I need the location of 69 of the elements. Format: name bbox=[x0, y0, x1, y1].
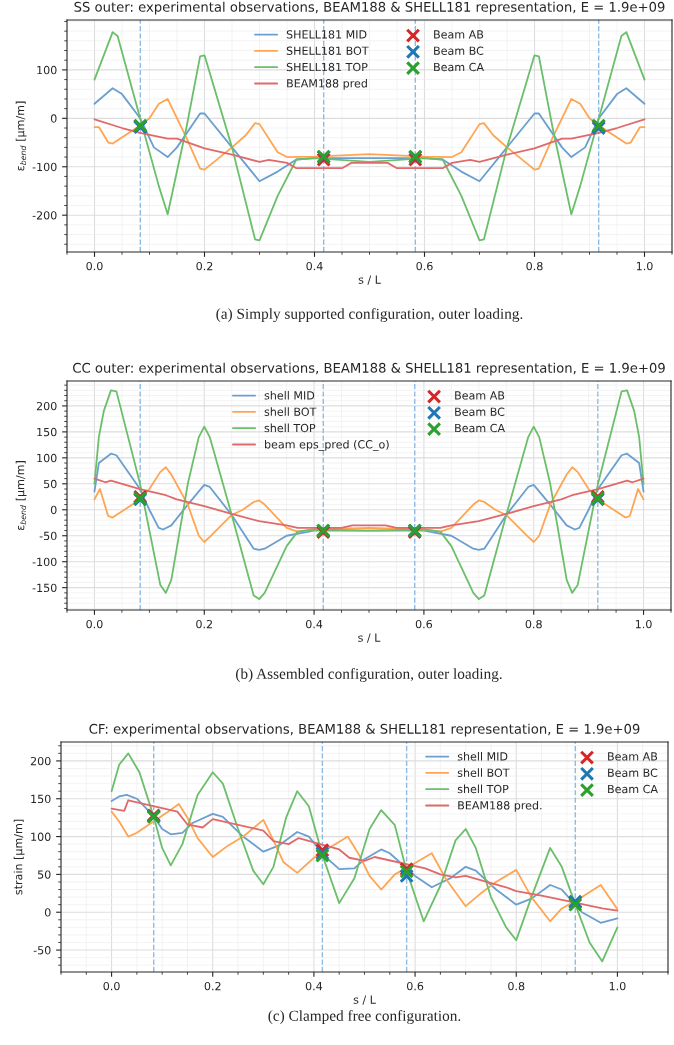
y-tick-label: 50 bbox=[44, 479, 57, 489]
legend-label: Beam AB bbox=[608, 752, 658, 761]
y-tick-label: 100 bbox=[31, 832, 51, 841]
x-tick-label: 0.0 bbox=[86, 261, 103, 271]
x-tick-label: 1.0 bbox=[636, 261, 653, 271]
legend-label: shell BOT bbox=[457, 768, 510, 777]
x-tick-label: 0.8 bbox=[526, 261, 543, 271]
x-axis-title: s / L bbox=[358, 633, 381, 643]
y-tick-label: 0 bbox=[44, 908, 51, 917]
x-tick-label: 1.0 bbox=[635, 619, 652, 629]
x-tick-label: 0.0 bbox=[103, 981, 120, 991]
x-tick-label: 0.4 bbox=[306, 261, 323, 271]
y-tick-label: 0 bbox=[50, 505, 57, 515]
legend-label: BEAM188 pred. bbox=[458, 800, 542, 812]
chart-title: SS outer: experimental observations, BEAM188 & SHELL181 representation, E = 1.9e+09 bbox=[74, 1, 665, 15]
x-tick-label: 1.0 bbox=[609, 981, 626, 991]
legend-label: shell TOP bbox=[264, 423, 316, 433]
text: (b) Assembled configuration, outer loading. bbox=[236, 668, 502, 683]
x-axis-title: s / L bbox=[353, 995, 376, 1005]
x-tick-label: 0.8 bbox=[508, 981, 525, 991]
x-tick-label: 0.2 bbox=[196, 619, 212, 629]
legend-label: Beam BC bbox=[434, 46, 484, 55]
legend-label: shell MID bbox=[457, 752, 508, 761]
chart-title: CC outer: experimental observations, BEAM188 & SHELL181 representation, E = 1.9e+09 bbox=[73, 362, 665, 376]
legend-label: Beam CA bbox=[608, 784, 658, 794]
legend-label: shell TOP bbox=[457, 784, 509, 794]
y-tick-label: 50 bbox=[38, 870, 51, 879]
x-tick-label: 0.2 bbox=[204, 981, 221, 991]
y-tick-label: -100 bbox=[32, 162, 57, 172]
y-tick-label: 150 bbox=[37, 427, 57, 437]
legend-label: Beam BC bbox=[455, 407, 505, 416]
legend-label: SHELL181 MID bbox=[286, 30, 367, 39]
legend-label: beam eps_pred (CC_o) bbox=[265, 439, 389, 451]
legend-label: SHELL181 TOP bbox=[286, 62, 368, 72]
y-axis-title: ε$_{bend}$ [μm/m] bbox=[15, 461, 27, 531]
x-tick-label: 0.6 bbox=[406, 981, 424, 991]
y-axis-title: ε$_{bend}$ [μm/m] bbox=[15, 101, 27, 171]
y-tick-label: -150 bbox=[32, 583, 57, 593]
y-tick-label: 200 bbox=[36, 401, 57, 411]
chart-title: CF: experimental observations, BEAM188 & SHELL181 representation, E = 1.9e+09 bbox=[89, 723, 640, 737]
legend-label: SHELL181 BOT bbox=[286, 46, 369, 55]
x-tick-label: 0.6 bbox=[415, 619, 433, 629]
y-tick-label: -200 bbox=[32, 211, 57, 220]
x-tick-label: 0.4 bbox=[305, 619, 323, 629]
y-tick-label: -50 bbox=[33, 946, 51, 955]
y-tick-label: -50 bbox=[39, 531, 57, 541]
legend-label: Beam BC bbox=[608, 768, 658, 777]
y-axis-title: strain [μm/m] bbox=[13, 819, 25, 895]
y-tick-label: 200 bbox=[30, 756, 51, 766]
y-tick-label: 100 bbox=[37, 453, 57, 463]
text: (c) Clamped free configuration. bbox=[268, 1010, 461, 1025]
legend-label: Beam CA bbox=[455, 423, 505, 433]
legend-label: BEAM188 pred bbox=[287, 78, 367, 90]
legend-label: shell MID bbox=[264, 391, 315, 400]
x-tick-label: 0.2 bbox=[196, 261, 213, 271]
x-tick-label: 0.4 bbox=[305, 981, 323, 991]
x-tick-label: 0.0 bbox=[86, 619, 103, 629]
legend-label: shell BOT bbox=[264, 407, 317, 416]
y-tick-label: 150 bbox=[31, 794, 51, 804]
legend-label: Beam AB bbox=[434, 30, 484, 39]
legend-label: Beam AB bbox=[455, 391, 505, 400]
y-tick-label: 100 bbox=[37, 65, 57, 75]
x-axis-title: s / L bbox=[358, 275, 381, 285]
x-tick-label: 0.6 bbox=[416, 261, 433, 271]
text: (a) Simply supported configuration, outer loading. bbox=[216, 308, 523, 323]
x-tick-label: 0.8 bbox=[525, 619, 542, 629]
y-tick-label: 0 bbox=[50, 114, 57, 123]
legend-label: Beam CA bbox=[434, 62, 484, 72]
y-tick-label: -100 bbox=[32, 557, 57, 567]
